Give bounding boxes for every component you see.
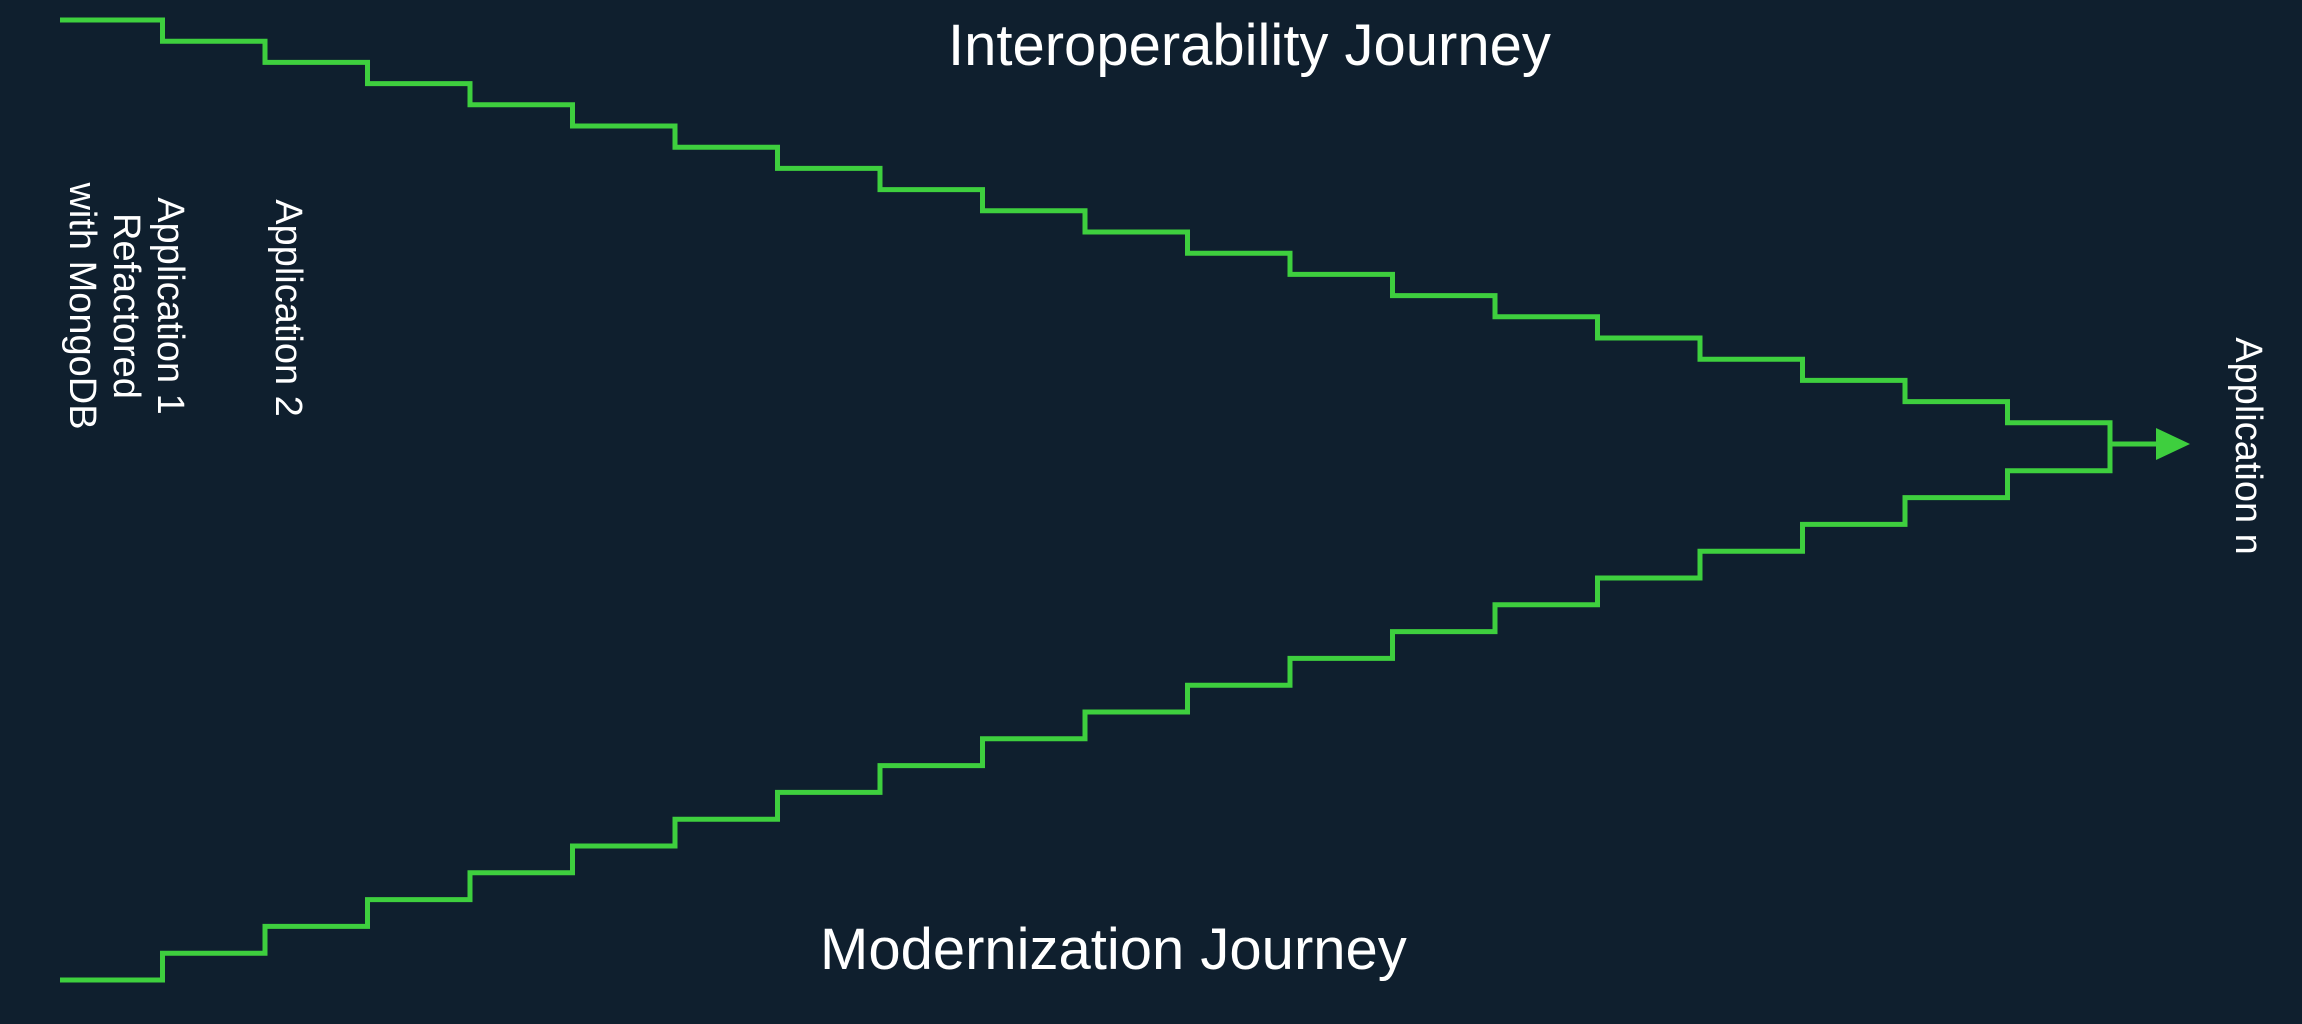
label-line: Refactored [104,182,148,429]
step-lines-svg [0,0,2302,1024]
bottom-step-line [60,444,2110,980]
label-line: Application 1 [148,182,192,429]
label-application-1: Application 1Refactoredwith MongoDB [60,182,192,429]
label-line: Application n [2226,337,2270,555]
title-interoperability: Interoperability Journey [948,12,1551,79]
label-line: Application 2 [266,199,310,417]
title-modernization: Modernization Journey [820,916,1407,983]
diagram-canvas: Interoperability Journey Modernization J… [0,0,2302,1024]
label-line: with MongoDB [60,182,104,429]
top-step-line [60,20,2110,444]
arrow-head-icon [2156,428,2190,460]
label-application-n: Application n [2226,337,2270,555]
label-application-2: Application 2 [266,199,310,417]
